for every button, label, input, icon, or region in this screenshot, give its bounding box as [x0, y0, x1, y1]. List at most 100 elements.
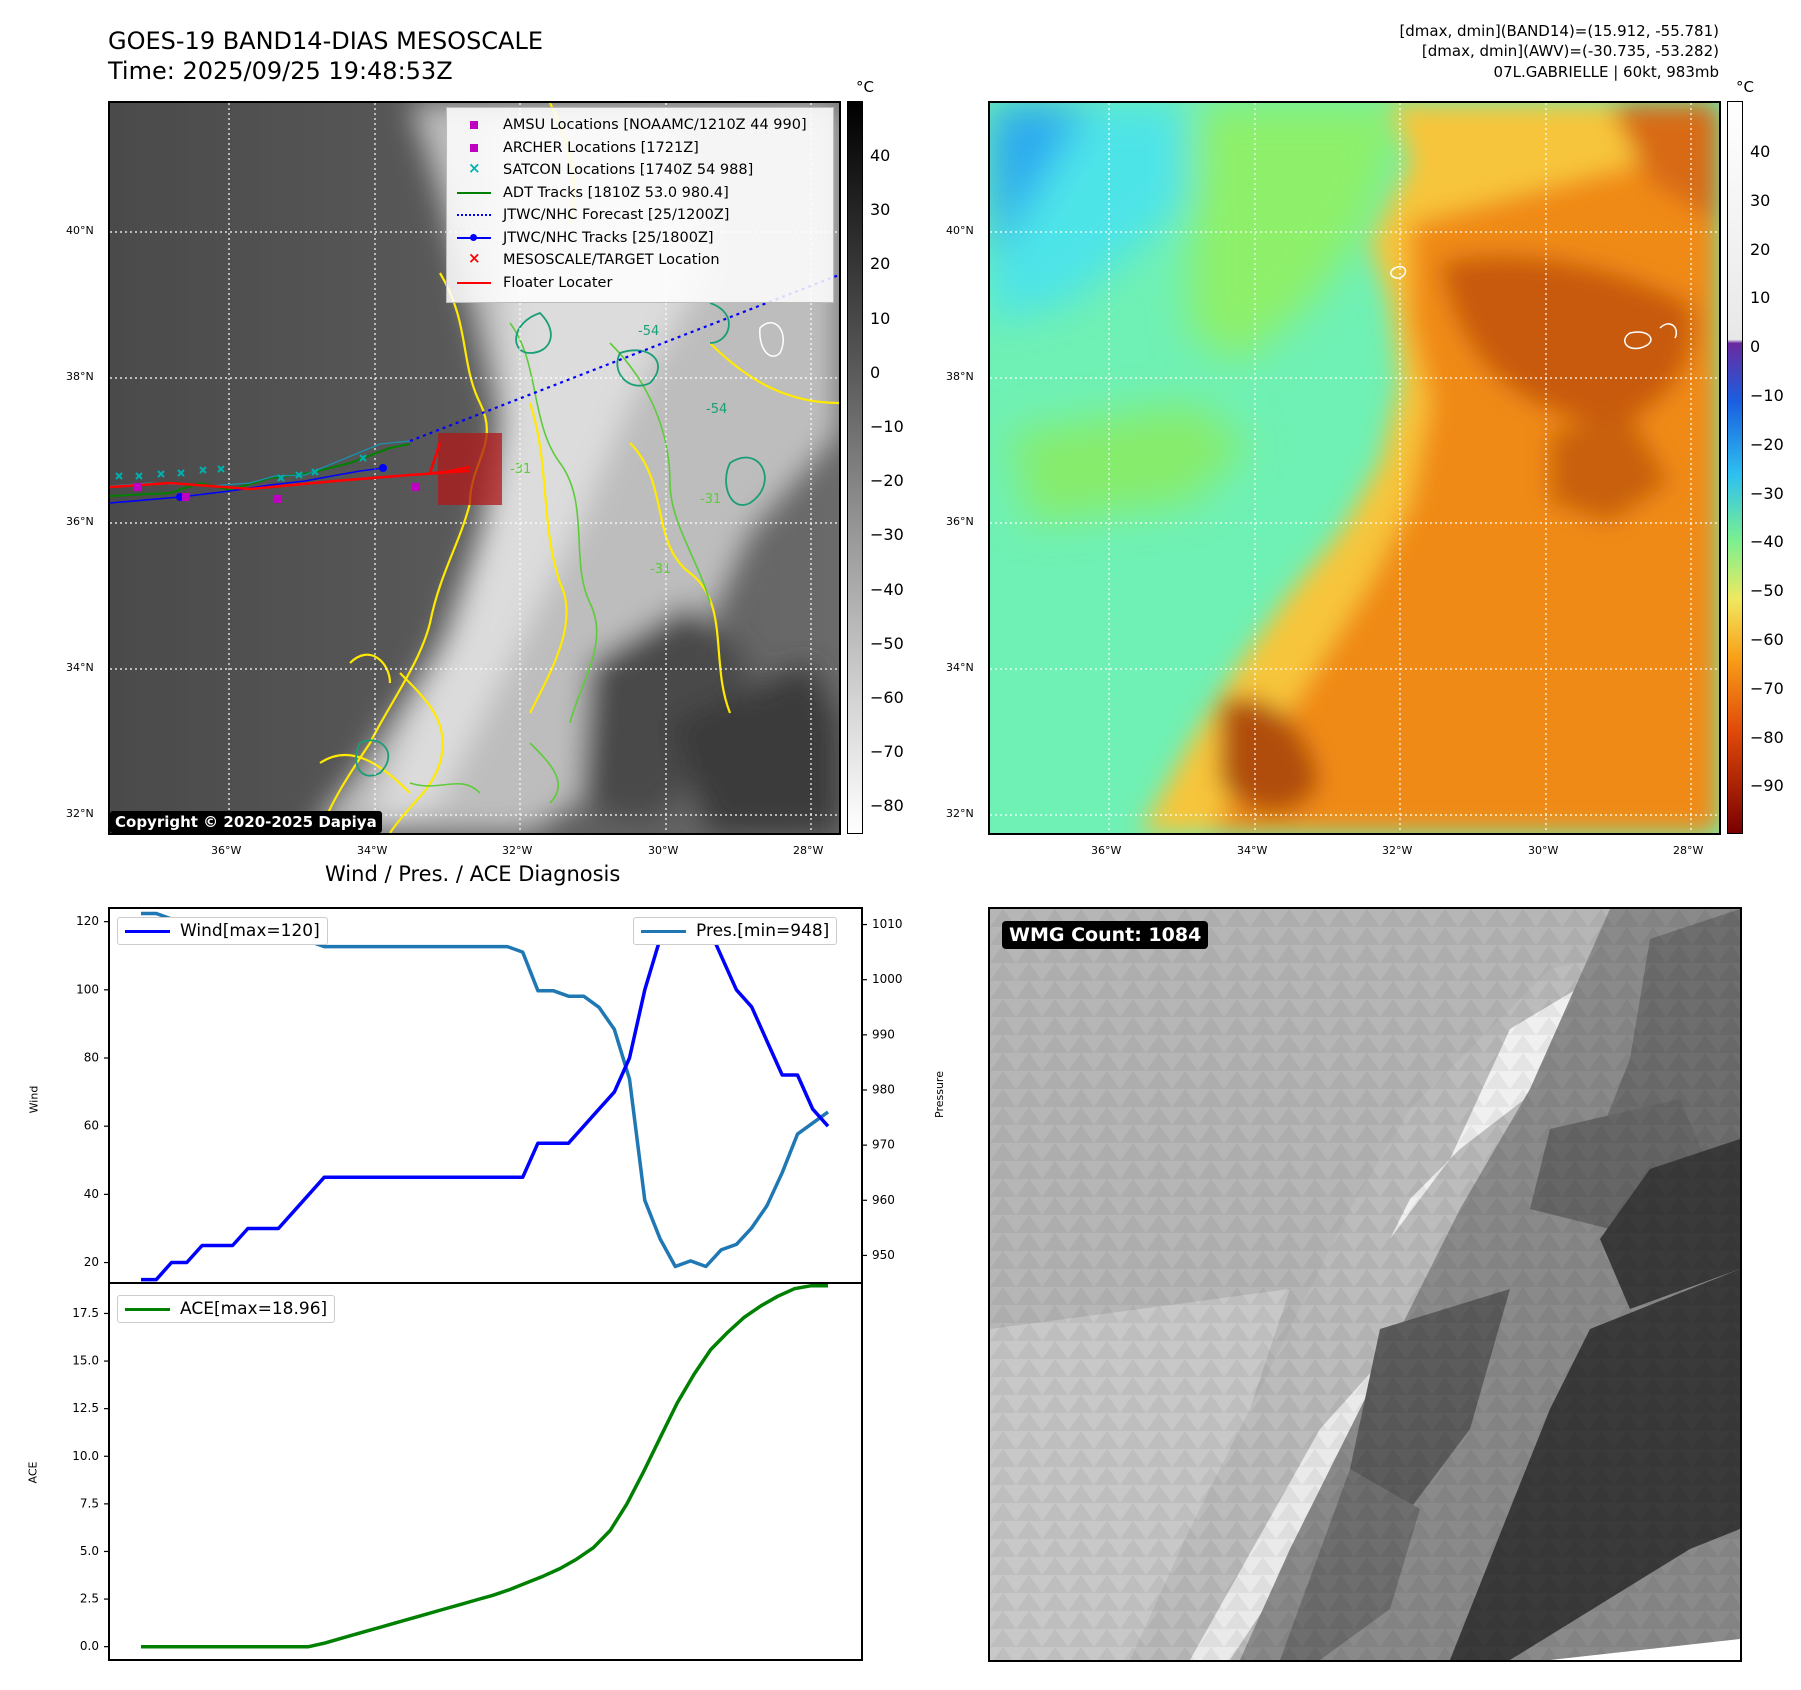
contour-label: -31 [510, 462, 531, 477]
ir-map-panel: -54 -54 -31 -31 -31 [108, 101, 841, 835]
square-marker-icon [455, 118, 493, 132]
pressure-tick-label: 990 [872, 1027, 895, 1041]
legend-entry: JTWC/NHC Tracks [25/1800Z] [455, 227, 825, 250]
colorbar-right-tick: −20 [1750, 434, 1784, 454]
colorbar-left-tick: −40 [870, 579, 904, 599]
pressure-tick-label: 980 [872, 1082, 895, 1096]
island-outline [759, 322, 784, 357]
legend-entry: × MESOSCALE/TARGET Location [455, 249, 825, 272]
lat-label: 34°N [946, 661, 974, 674]
contour-green [409, 322, 711, 804]
contour-label-group: -54 -54 [638, 324, 727, 417]
ace-series-line [141, 1283, 828, 1649]
lon-label: 28°W [1673, 844, 1704, 857]
lon-label: 30°W [1528, 844, 1559, 857]
colorbar-right-tick: 10 [1750, 288, 1771, 308]
line-marker-icon [455, 276, 493, 290]
diagnosis-title: Wind / Pres. / ACE Diagnosis [325, 862, 621, 886]
lon-label: 34°W [1237, 844, 1268, 857]
colorbar-right-tick: 30 [1750, 190, 1771, 210]
amsu-archer-markers [133, 483, 420, 503]
legend-label: SATCON Locations [1740Z 54 988] [503, 162, 754, 179]
legend-entry: JTWC/NHC Forecast [25/1200Z] [455, 204, 825, 227]
ace-tick-label: 5.0 [80, 1544, 99, 1558]
legend-label: ADT Tracks [1810Z 53.0 980.4] [503, 184, 729, 201]
ace-tick-label: 15.0 [72, 1354, 99, 1368]
map-legend: AMSU Locations [NOAAMC/1210Z 44 990] ARC… [446, 107, 834, 303]
satcon-markers [115, 454, 367, 482]
lon-label: 30°W [648, 844, 679, 857]
pressure-tick-label: 1000 [872, 972, 903, 986]
pressure-tick-label: 970 [872, 1138, 895, 1152]
lon-label: 32°W [502, 844, 533, 857]
cloud-field [1140, 103, 1719, 833]
lon-label: 36°W [1091, 844, 1122, 857]
wmg-image [990, 909, 1740, 1660]
lat-label: 40°N [66, 224, 94, 237]
dotted-line-icon [455, 208, 493, 222]
legend-label: Floater Locater [503, 274, 613, 291]
ace-tick-label: 17.5 [72, 1306, 99, 1320]
ace-legend-label: ACE[max=18.96] [180, 1299, 328, 1319]
floater-locater-hook [428, 442, 471, 475]
pressure-legend-label: Pres.[min=948] [696, 921, 830, 941]
ace-axes [108, 1282, 863, 1661]
enhanced-map-panel [988, 101, 1721, 835]
colorbar-left-tick: −30 [870, 525, 904, 545]
colorbar-right-tick: 20 [1750, 239, 1771, 259]
lat-label: 36°N [946, 515, 974, 528]
lon-label: 34°W [357, 844, 388, 857]
lat-label: 32°N [66, 807, 94, 820]
wind-pressure-axes [108, 907, 863, 1284]
ace-legend: ACE[max=18.96] [117, 1295, 336, 1323]
wind-legend-label: Wind[max=120] [180, 921, 320, 941]
legend-line-icon [641, 929, 686, 933]
colorbar-left-tick: −50 [870, 633, 904, 653]
lat-label: 32°N [946, 807, 974, 820]
colorbar-right-tick: −50 [1750, 581, 1784, 601]
contour-label: -54 [706, 402, 727, 417]
colorbar-right-tick: −30 [1750, 483, 1784, 503]
wind-tick-label: 60 [84, 1119, 99, 1133]
wind-tick-label: 100 [76, 982, 99, 996]
wind-tick-label: 20 [84, 1255, 99, 1269]
legend-entry: AMSU Locations [NOAAMC/1210Z 44 990] [455, 114, 825, 137]
legend-entry: × SATCON Locations [1740Z 54 988] [455, 159, 825, 182]
legend-line-icon [125, 929, 170, 933]
colorbar-right-tick: −90 [1750, 776, 1784, 796]
ace-tick-label: 7.5 [80, 1496, 99, 1510]
enhanced-map-image [990, 103, 1719, 833]
legend-entry: ADT Tracks [1810Z 53.0 980.4] [455, 182, 825, 205]
ace-tick-label: 2.5 [80, 1592, 99, 1606]
colorbar-left [847, 101, 863, 834]
legend-label: ARCHER Locations [1721Z] [503, 139, 699, 156]
pressure-tick-label: 950 [872, 1248, 895, 1262]
pressure-legend: Pres.[min=948] [633, 917, 838, 945]
wmg-panel: WMG Count: 1084 [988, 907, 1742, 1662]
square-marker-icon [455, 141, 493, 155]
colorbar-left-tick: −60 [870, 688, 904, 707]
contour-label-group-2: -31 -31 -31 [510, 462, 721, 577]
legend-label: MESOSCALE/TARGET Location [503, 252, 720, 269]
colorbar-right-tick: −60 [1750, 630, 1784, 649]
legend-entry: ARCHER Locations [1721Z] [455, 137, 825, 160]
pressure-tick-label: 960 [872, 1193, 895, 1207]
legend-entry: Floater Locater [455, 272, 825, 295]
lon-label: 28°W [793, 844, 824, 857]
lat-label: 40°N [946, 224, 974, 237]
info-awv-range: [dmax, dmin](AWV)=(-30.735, -53.282) [1421, 42, 1719, 60]
info-band14-range: [dmax, dmin](BAND14)=(15.912, -55.781) [1399, 22, 1719, 40]
wind-series-line [141, 919, 830, 1282]
colorbar-right [1727, 101, 1743, 834]
x-marker-icon: × [468, 159, 481, 178]
figure-time: Time: 2025/09/25 19:48:53Z [108, 57, 453, 85]
colorbar-left-tick: 0 [870, 362, 881, 382]
line-marker-icon [455, 186, 493, 200]
legend-line-icon [125, 1307, 170, 1311]
contour-teal [355, 302, 766, 777]
ace-tick-label: 10.0 [72, 1449, 99, 1463]
copyright-label: Copyright © 2020-2025 Dapiya [110, 811, 382, 833]
map-gridlines-right [990, 103, 1719, 833]
pressure-tick-label: 1010 [872, 917, 903, 931]
